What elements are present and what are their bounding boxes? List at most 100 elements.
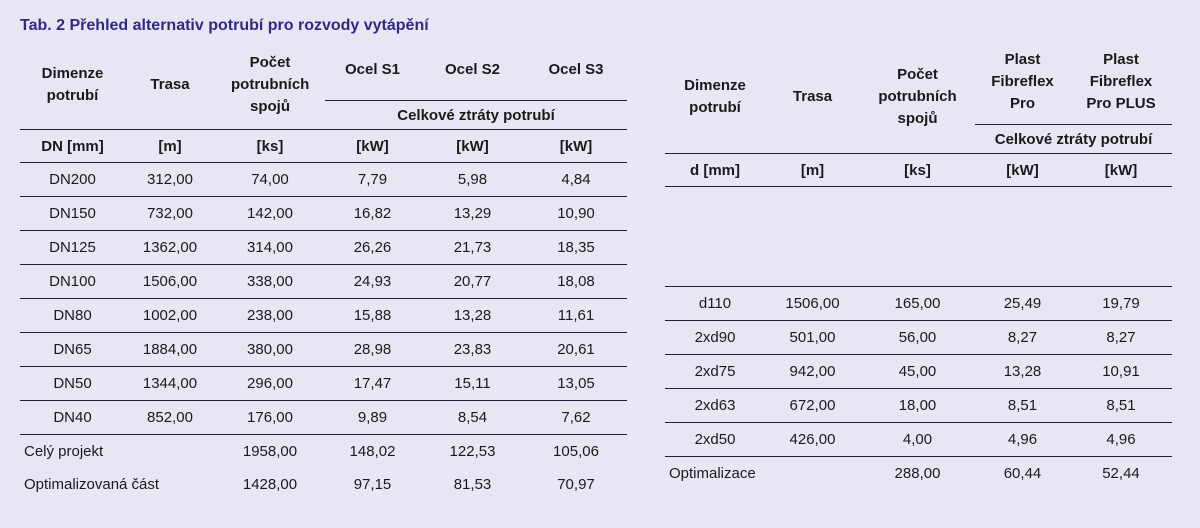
header-group-losses: Celkové ztráty potrubí — [397, 106, 555, 124]
value-cell: 13,28 — [975, 354, 1070, 389]
unit-cell: [m] — [765, 153, 860, 187]
dimension-cell: DN200 — [20, 162, 125, 197]
summary-cell: 81,53 — [453, 476, 492, 493]
unit-cell: [kW] — [525, 129, 627, 163]
value-cell: 15,11 — [420, 366, 525, 401]
header-line: Pro PLUS — [1086, 95, 1156, 112]
value-cell: 1506,00 — [125, 264, 215, 299]
value-cell: 13,05 — [525, 366, 627, 401]
value-cell: 7,62 — [525, 400, 627, 435]
header-fibreflex-pro-plus: Plast Fibreflex Pro PLUS — [1070, 40, 1172, 125]
dimension-cell: 2xd75 — [665, 354, 765, 389]
summary-cell: 52,44 — [1102, 465, 1140, 482]
value-cell: 942,00 — [765, 354, 860, 389]
summary-cell: 70,97 — [557, 476, 595, 493]
value-cell: 18,35 — [525, 230, 627, 265]
summary-cell: 288,00 — [894, 465, 941, 482]
dimension-cell: DN150 — [20, 196, 125, 231]
dimension-cell: 2xd63 — [665, 388, 765, 423]
value-cell: 1506,00 — [765, 286, 860, 321]
header-line: Fibreflex — [1089, 73, 1153, 90]
unit-cell: [kW] — [420, 129, 525, 163]
value-cell: 4,96 — [1070, 422, 1172, 457]
dimension-cell: 2xd90 — [665, 320, 765, 355]
value-cell: 21,73 — [420, 230, 525, 265]
empty-row — [665, 187, 1172, 221]
dimension-cell: DN50 — [20, 366, 125, 401]
value-cell: 25,49 — [975, 286, 1070, 321]
dimension-cell: DN40 — [20, 400, 125, 435]
value-cell: 1884,00 — [125, 332, 215, 367]
header-dimenze: Dimenze potrubí — [41, 64, 104, 104]
value-cell: 4,96 — [975, 422, 1070, 457]
steel-pipes-table: Dimenze potrubí Trasa Počet potrubních s… — [20, 40, 627, 501]
value-cell: 28,98 — [325, 332, 420, 367]
value-cell: 9,89 — [325, 400, 420, 435]
table-row: DN40 852,00 176,00 9,89 8,54 7,62 — [20, 400, 627, 435]
value-cell: 23,83 — [420, 332, 525, 367]
value-cell: 314,00 — [215, 230, 325, 265]
dimension-cell: 2xd50 — [665, 422, 765, 457]
table-row: DN50 1344,00 296,00 17,47 15,11 13,05 — [20, 366, 627, 401]
plastic-pipes-table: Dimenze potrubí Trasa Počet potrubních s… — [665, 40, 1172, 490]
unit-cell: [kW] — [325, 129, 420, 163]
header-ocel-s3: Ocel S3 — [525, 40, 627, 101]
unit-cell: [ks] — [860, 153, 975, 187]
header-line: Pro — [1009, 95, 1035, 112]
table-row: 2xd75 942,00 45,00 13,28 10,91 — [665, 354, 1172, 389]
value-cell: 4,84 — [525, 162, 627, 197]
value-cell: 1362,00 — [125, 230, 215, 265]
dimension-cell: DN80 — [20, 298, 125, 333]
table-row: 2xd90 501,00 56,00 8,27 8,27 — [665, 320, 1172, 355]
header-pocet: Počet potrubních spojů — [878, 65, 957, 127]
value-cell: 8,27 — [1070, 320, 1172, 355]
value-cell: 1002,00 — [125, 298, 215, 333]
value-cell: 56,00 — [860, 320, 975, 355]
value-cell: 426,00 — [765, 422, 860, 457]
value-cell: 13,29 — [420, 196, 525, 231]
unit-cell: [kW] — [1070, 153, 1172, 187]
value-cell: 8,51 — [1070, 388, 1172, 423]
value-cell: 74,00 — [215, 162, 325, 197]
value-cell: 19,79 — [1070, 286, 1172, 321]
table-row: DN65 1884,00 380,00 28,98 23,83 20,61 — [20, 332, 627, 367]
unit-cell: [kW] — [975, 153, 1070, 187]
value-cell: 20,61 — [525, 332, 627, 367]
value-cell: 296,00 — [215, 366, 325, 401]
empty-row — [665, 253, 1172, 287]
header-pocet: Počet potrubních spojů — [231, 53, 310, 115]
value-cell: 24,93 — [325, 264, 420, 299]
value-cell: 8,54 — [420, 400, 525, 435]
summary-cell: 105,06 — [553, 443, 599, 460]
value-cell: 312,00 — [125, 162, 215, 197]
value-cell: 380,00 — [215, 332, 325, 367]
table-row: DN200 312,00 74,00 7,79 5,98 4,84 — [20, 162, 627, 197]
value-cell: 18,08 — [525, 264, 627, 299]
value-cell: 142,00 — [215, 196, 325, 231]
summary-cell: 148,02 — [349, 443, 396, 460]
summary-cell: 60,44 — [1003, 465, 1042, 482]
value-cell: 4,00 — [860, 422, 975, 457]
value-cell: 176,00 — [215, 400, 325, 435]
value-cell: 15,88 — [325, 298, 420, 333]
dimension-cell: DN100 — [20, 264, 125, 299]
value-cell: 45,00 — [860, 354, 975, 389]
table-title: Tab. 2 Přehled alternativ potrubí pro ro… — [20, 17, 429, 34]
table-row: DN80 1002,00 238,00 15,88 13,28 11,61 — [20, 298, 627, 333]
summary-cell: 1958,00 — [242, 443, 298, 460]
unit-cell: [ks] — [215, 129, 325, 163]
header-trasa: Trasa — [792, 87, 833, 105]
value-cell: 20,77 — [420, 264, 525, 299]
value-cell: 17,47 — [325, 366, 420, 401]
value-cell: 338,00 — [215, 264, 325, 299]
header-dimenze: Dimenze potrubí — [684, 76, 746, 116]
empty-row — [665, 220, 1172, 253]
table-row: d110 1506,00 165,00 25,49 19,79 — [665, 286, 1172, 321]
value-cell: 13,28 — [420, 298, 525, 333]
value-cell: 852,00 — [125, 400, 215, 435]
value-cell: 26,26 — [325, 230, 420, 265]
dimension-cell: DN65 — [20, 332, 125, 367]
table-row: 2xd63 672,00 18,00 8,51 8,51 — [665, 388, 1172, 423]
summary-cell: 122,53 — [449, 443, 496, 460]
value-cell: 8,51 — [975, 388, 1070, 423]
